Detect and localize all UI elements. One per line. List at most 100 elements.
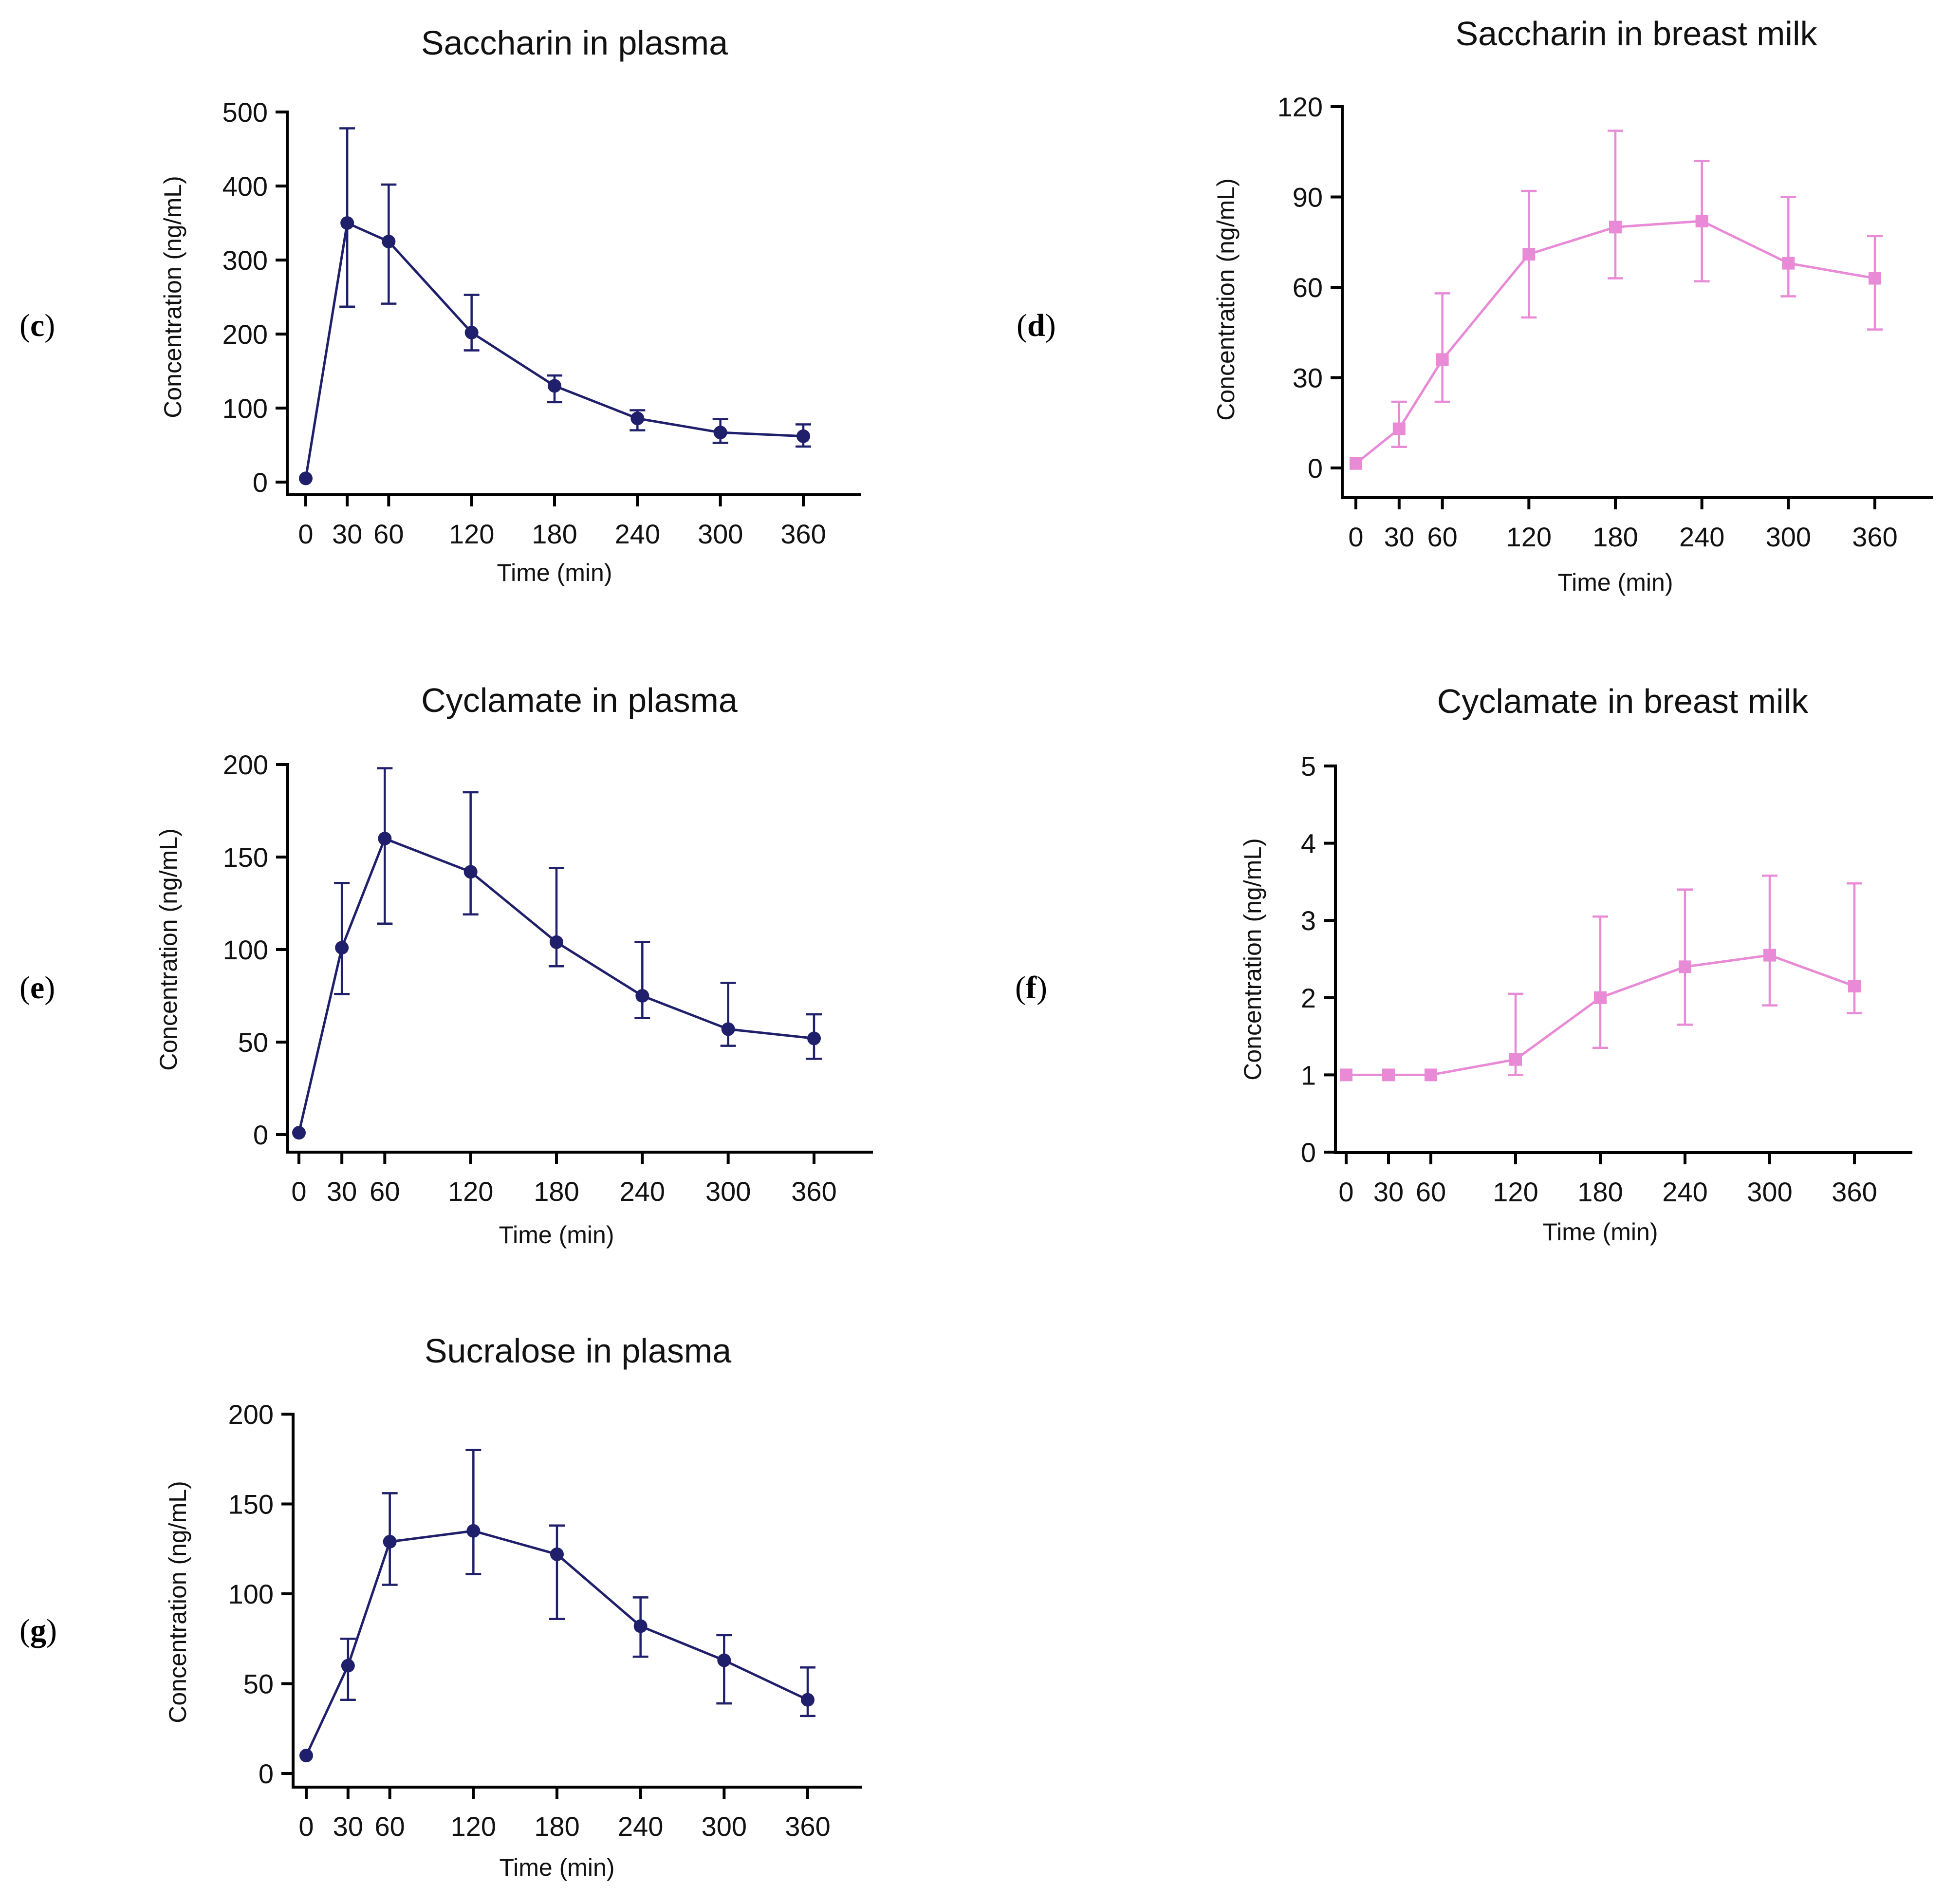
y-axis-label: Concentration (ng/mL) — [155, 828, 182, 1070]
data-point — [378, 832, 392, 845]
data-point — [717, 1653, 731, 1667]
data-point — [1848, 980, 1861, 993]
data-point — [1340, 1068, 1352, 1082]
x-tick-label: 240 — [618, 1811, 663, 1842]
series-line — [304, 221, 804, 479]
y-tick-label: 3 — [1301, 905, 1316, 936]
panel-letter: f — [1026, 970, 1037, 1006]
x-tick-label: 360 — [780, 519, 826, 549]
x-tick-label: 240 — [1679, 522, 1724, 552]
x-tick-label: 180 — [534, 1176, 579, 1207]
y-tick-label: 2 — [1301, 983, 1316, 1013]
y-tick-label: 1 — [1301, 1060, 1316, 1090]
x-tick-label: 30 — [1384, 522, 1414, 552]
series-line — [1355, 220, 1875, 465]
x-tick-label: 30 — [327, 1176, 357, 1207]
chart-saccharin-milk: (d) Saccharin in breast milk 0 30 60 90 120 0 30… — [1017, 15, 1933, 596]
data-point — [1350, 457, 1362, 470]
y-tick-label: 150 — [223, 842, 268, 873]
data-point — [1679, 960, 1691, 973]
y-axis-label: Concentration (ng/mL) — [159, 176, 186, 418]
x-tick-label: 120 — [1493, 1176, 1538, 1207]
y-tick-label: 30 — [1293, 363, 1323, 393]
data-point — [1763, 949, 1776, 962]
data-point — [382, 235, 396, 248]
x-tick-label: 360 — [1852, 522, 1897, 552]
y-tick-label: 300 — [222, 245, 268, 276]
x-axis-label: Time (min) — [1557, 569, 1673, 596]
y-tick-label: 150 — [228, 1489, 274, 1520]
y-tick-label: 50 — [238, 1027, 268, 1058]
x-axis-label: Time (min) — [499, 1221, 614, 1249]
data-point — [1392, 422, 1406, 435]
x-tick-label: 300 — [698, 519, 743, 549]
data-point — [633, 1619, 648, 1633]
x-tick-label: 60 — [1427, 522, 1458, 552]
x-tick-label: 300 — [1766, 522, 1811, 552]
data-point — [341, 1659, 355, 1673]
y-tick-label: 100 — [223, 934, 268, 965]
y-axis-label: Concentration (ng/mL) — [1239, 838, 1266, 1080]
x-tick-label: 0 — [291, 1176, 306, 1207]
y-tick-label: 60 — [1293, 272, 1323, 303]
panel-letter: g — [30, 1613, 46, 1648]
y-tick-label: 5 — [1301, 751, 1316, 782]
chart-title: Saccharin in plasma — [421, 24, 728, 62]
chart-title: Sucralose in plasma — [425, 1332, 731, 1370]
y-tick-label: 120 — [1277, 92, 1323, 122]
x-tick-label: 120 — [448, 1176, 493, 1207]
data-point — [721, 1022, 735, 1036]
series-line — [305, 1530, 809, 1756]
x-tick-label: 180 — [534, 1811, 579, 1842]
error-bar — [1592, 915, 1608, 1049]
data-point — [1695, 214, 1708, 227]
error-bar — [334, 881, 350, 995]
x-axis-label: Time (min) — [499, 1854, 614, 1881]
x-tick-label: 120 — [449, 519, 494, 549]
x-tick-label: 180 — [1577, 1176, 1623, 1207]
data-point — [1425, 1068, 1437, 1082]
y-tick-label: 500 — [222, 97, 268, 128]
data-point — [635, 989, 649, 1003]
y-tick-label: 400 — [222, 171, 268, 202]
data-point — [1509, 1053, 1522, 1066]
chart-cyclamate-plasma: (e) Cyclamate in plasma 0 50 100 150 200 0 30 60 1… — [19, 681, 873, 1249]
error-bar — [549, 1524, 565, 1620]
y-tick-label: 0 — [253, 1120, 268, 1150]
error-bar — [1677, 888, 1693, 1026]
x-axis-label: Time (min) — [497, 559, 612, 586]
x-tick-label: 240 — [1662, 1176, 1707, 1207]
x-tick-label: 60 — [1416, 1176, 1446, 1207]
data-point — [299, 471, 313, 485]
chart-title: Cyclamate in breast milk — [1437, 682, 1809, 720]
x-tick-label: 240 — [615, 519, 660, 549]
error-bar — [463, 791, 479, 916]
y-tick-label: 0 — [1301, 1137, 1316, 1168]
y-tick-label: 200 — [228, 1399, 274, 1430]
x-tick-label: 0 — [298, 1811, 314, 1842]
error-bar — [800, 1666, 815, 1717]
series-line — [1346, 954, 1855, 1076]
y-axis-label: Concentration (ng/mL) — [1212, 178, 1240, 420]
data-point — [340, 216, 354, 230]
x-tick-label: 0 — [1348, 522, 1363, 552]
data-point — [463, 865, 478, 879]
chart-sucralose-plasma: (g) Sucralose in plasma 0 50 100 150 200 0 30 60 1… — [19, 1332, 862, 1881]
y-tick-label: 200 — [222, 319, 268, 350]
y-tick-label: 0 — [259, 1758, 274, 1789]
panel-letter: e — [30, 970, 44, 1006]
error-bar — [465, 1449, 481, 1575]
x-tick-label: 180 — [532, 519, 577, 549]
y-tick-label: 100 — [222, 393, 268, 424]
data-point — [630, 411, 645, 426]
data-point — [1869, 272, 1881, 285]
chart-title: Cyclamate in plasma — [421, 681, 738, 719]
error-bar — [549, 867, 564, 968]
x-tick-label: 360 — [791, 1176, 836, 1207]
error-bar — [1434, 292, 1450, 403]
data-point — [548, 379, 561, 393]
x-tick-label: 30 — [333, 1811, 363, 1842]
x-tick-label: 300 — [1747, 1176, 1792, 1207]
panel-letter: c — [30, 308, 44, 343]
